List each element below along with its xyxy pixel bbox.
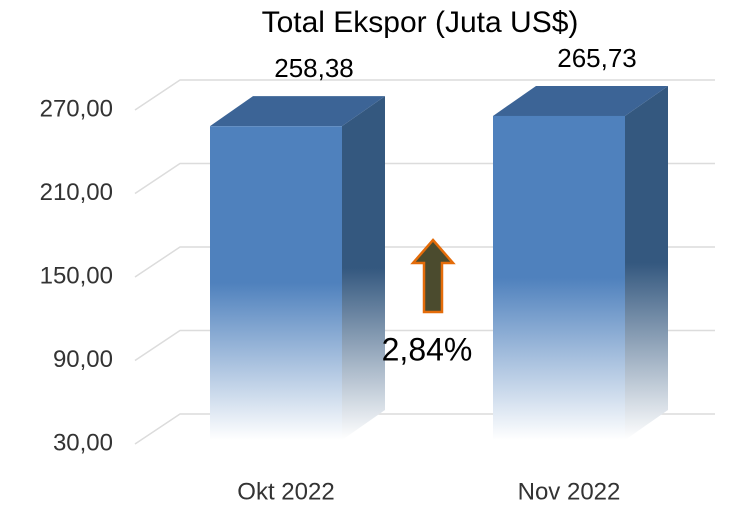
annotation: 2,84% [382,331,473,367]
up-arrow [410,238,456,314]
bar [210,126,342,440]
bar-side [625,85,668,440]
bar-top [493,85,668,116]
y-tick-label: 270,00 [40,95,113,122]
grid-line [134,79,715,111]
y-tick-label: 210,00 [40,179,113,206]
y-tick-label: 90,00 [53,346,113,373]
bar [493,115,625,440]
bar-top [210,96,385,127]
bars [210,85,668,440]
chart-title: Total Ekspor (Juta US$) [262,6,579,39]
value-label: 265,73 [557,43,637,73]
y-tick-label: 150,00 [40,262,113,289]
x-tick-label: Nov 2022 [518,478,621,505]
x-tick-label: Okt 2022 [237,478,334,505]
bar-side [342,96,385,440]
y-tick-label: 30,00 [53,429,113,456]
value-label: 258,38 [274,53,354,83]
